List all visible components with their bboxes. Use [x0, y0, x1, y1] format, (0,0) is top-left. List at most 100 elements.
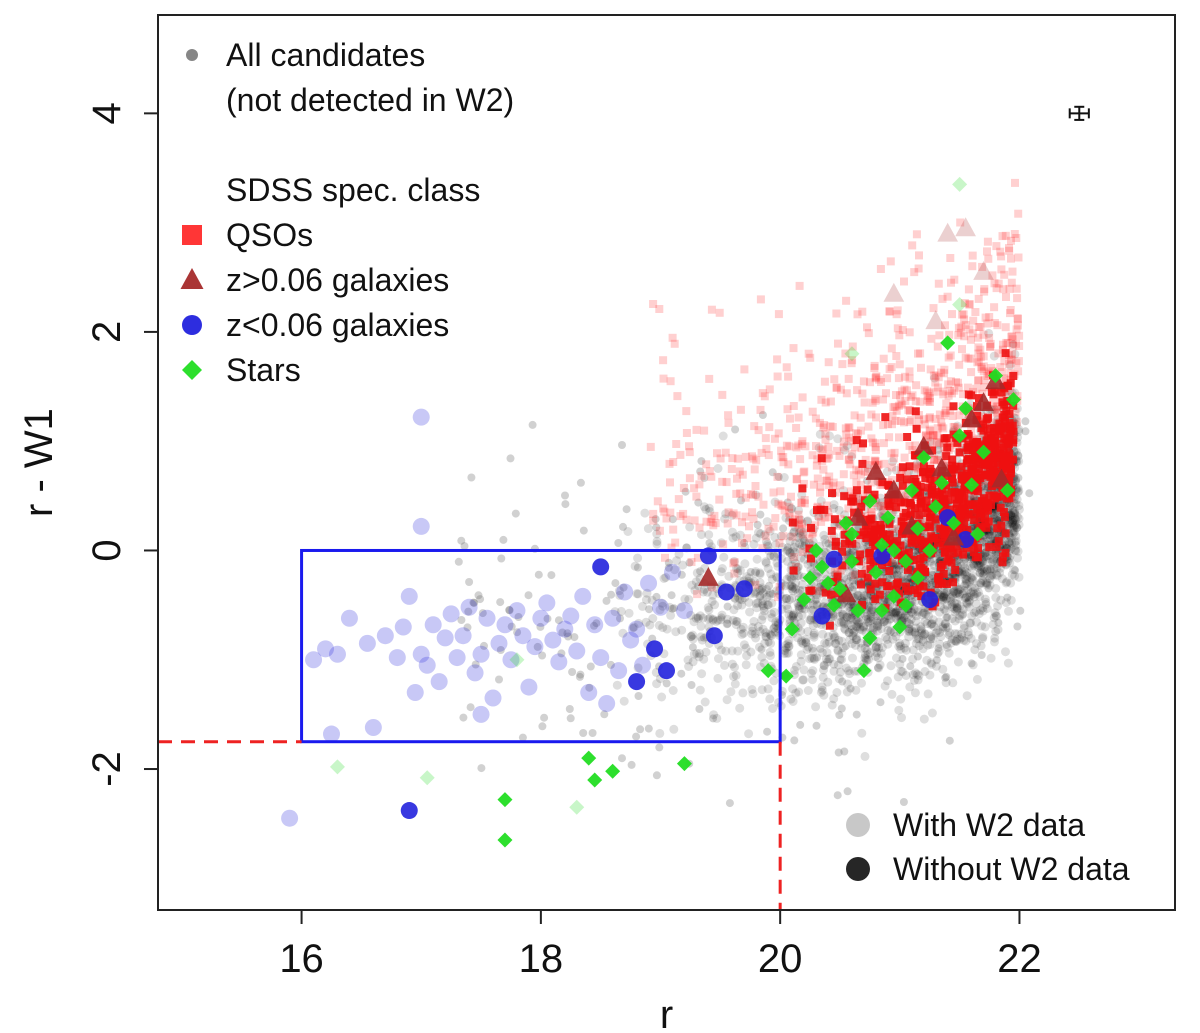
qso-point: [881, 413, 890, 422]
candidate-point: [762, 537, 771, 547]
candidate-point: [789, 527, 799, 537]
z-0-06-galaxies-point: [508, 602, 526, 620]
candidate-point: [632, 589, 642, 599]
qso-point: [707, 305, 716, 314]
qso-point: [984, 254, 993, 263]
qso-point: [1001, 323, 1010, 332]
candidate-point: [1008, 505, 1018, 515]
candidate-point: [953, 585, 963, 595]
candidate-point: [794, 506, 803, 515]
candidate-point: [1005, 518, 1015, 528]
candidate-point: [982, 580, 992, 590]
candidate-point: [968, 587, 978, 597]
candidate-point: [863, 649, 873, 659]
candidate-point: [892, 570, 902, 580]
qso-point: [682, 407, 691, 416]
qso-point: [1014, 209, 1023, 218]
candidate-point: [781, 643, 791, 653]
candidate-point: [1014, 514, 1024, 523]
candidate-point: [618, 441, 626, 449]
z-0-06-galaxies-point: [592, 649, 610, 667]
candidate-point: [712, 713, 722, 723]
candidate-point: [612, 680, 622, 690]
candidate-point: [755, 586, 765, 595]
candidate-point: [1005, 558, 1015, 568]
qso-point: [964, 285, 973, 294]
candidate-point: [787, 504, 797, 514]
candidate-point: [633, 563, 642, 572]
qso-point: [774, 310, 783, 319]
candidate-point: [566, 714, 575, 723]
candidate-point: [742, 651, 752, 661]
z-0-06-galaxies-point: [490, 634, 508, 652]
candidate-point: [833, 646, 843, 656]
candidate-point: [1014, 520, 1024, 530]
candidate-point: [765, 647, 775, 657]
qso-point: [724, 411, 733, 420]
candidate-point: [496, 598, 505, 607]
candidate-point: [708, 615, 718, 625]
candidate-point: [699, 654, 709, 664]
candidate-point: [788, 684, 798, 694]
candidate-point: [982, 604, 992, 613]
qso-point: [871, 396, 880, 405]
qso-point: [911, 407, 920, 416]
qso-point: [867, 434, 876, 443]
candidate-point: [791, 688, 801, 698]
qso-point: [773, 372, 782, 381]
qso-point: [974, 343, 983, 352]
candidate-point: [704, 503, 714, 513]
candidate-point: [952, 604, 962, 614]
qso-point: [673, 392, 682, 401]
candidate-point: [751, 587, 760, 597]
candidate-point: [906, 614, 916, 624]
candidate-point: [730, 679, 740, 689]
candidate-point: [761, 632, 771, 642]
candidate-point: [925, 556, 935, 566]
candidate-point: [1016, 606, 1025, 615]
qso-point: [992, 242, 1001, 251]
candidate-point: [941, 678, 951, 688]
qso-point: [866, 548, 875, 557]
candidate-point: [961, 577, 970, 586]
candidate-point: [701, 647, 711, 657]
candidate-point: [952, 421, 962, 431]
candidate-point: [990, 608, 1000, 618]
candidate-point: [959, 586, 969, 596]
candidate-point: [890, 608, 900, 617]
candidate-point: [765, 694, 775, 704]
candidate-point: [891, 613, 901, 623]
qso-point: [765, 423, 774, 432]
qso-point: [908, 241, 917, 250]
candidate-point: [623, 527, 633, 536]
candidate-point: [1009, 523, 1019, 533]
candidate-point: [840, 445, 850, 455]
qso-point: [788, 532, 797, 541]
candidate-point: [709, 714, 718, 723]
candidate-point: [918, 630, 928, 640]
candidate-point: [754, 528, 763, 537]
candidate-point: [862, 591, 872, 601]
candidate-point: [971, 599, 981, 609]
candidate-point: [812, 601, 822, 610]
candidate-point: [1013, 622, 1022, 631]
candidate-point: [1003, 519, 1013, 529]
candidate-point: [678, 560, 688, 570]
z-0-06-galaxies-point: [436, 629, 454, 647]
candidate-point: [727, 527, 737, 537]
candidate-point: [891, 465, 901, 475]
candidate-point: [825, 431, 834, 441]
candidate-point: [831, 638, 841, 648]
qso-point: [964, 440, 973, 449]
candidate-point: [619, 522, 627, 531]
candidate-point: [823, 677, 833, 687]
x-tick-label: 16: [279, 937, 324, 981]
qso-point: [871, 579, 880, 588]
candidate-point: [657, 598, 667, 608]
candidate-point: [839, 619, 848, 628]
candidate-point: [844, 602, 854, 612]
candidate-point: [853, 591, 863, 601]
qso-point: [730, 569, 739, 578]
qso-point: [665, 459, 674, 468]
candidate-point: [638, 601, 647, 611]
